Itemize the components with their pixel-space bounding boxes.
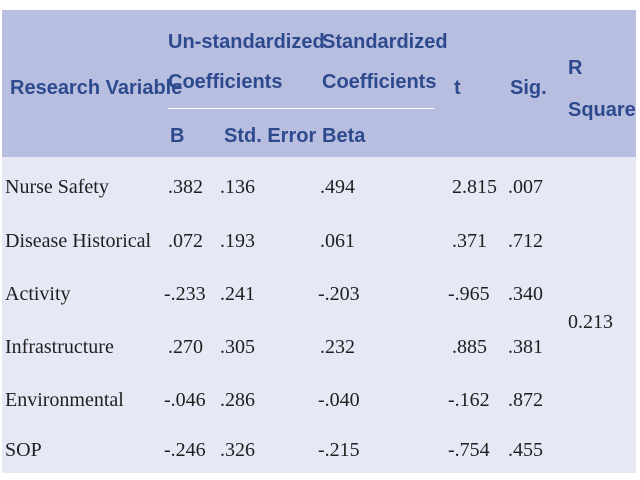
header-sig: Sig. — [510, 77, 547, 99]
cell-std-error: .241 — [220, 283, 255, 305]
cell-std-error: .193 — [220, 230, 255, 252]
cell-std-error: .136 — [220, 176, 255, 198]
cell-variable: Disease Historical — [5, 230, 152, 252]
cell-b: .382 — [168, 176, 203, 198]
header-t: t — [454, 77, 461, 99]
header-r-square-line1: R — [568, 57, 583, 79]
cell-t: .371 — [452, 230, 487, 252]
cell-t: -.162 — [448, 389, 490, 411]
cell-std-error: .286 — [220, 389, 255, 411]
cell-variable: Infrastructure — [5, 336, 114, 358]
header-std-error: Std. Error — [224, 125, 317, 147]
cell-sig: .455 — [508, 439, 543, 461]
cell-beta: .061 — [320, 230, 355, 252]
subheader-divider — [168, 108, 434, 109]
cell-variable: Environmental — [5, 389, 124, 411]
header-unstandardized-line1: Un-standardized — [168, 31, 325, 53]
cell-sig: .340 — [508, 283, 543, 305]
cell-std-error: .305 — [220, 336, 255, 358]
header-beta: Beta — [322, 125, 366, 147]
cell-sig: .381 — [508, 336, 543, 358]
cell-sig: .872 — [508, 389, 543, 411]
header-research-variable: Research Variable — [10, 77, 183, 99]
cell-std-error: .326 — [220, 439, 255, 461]
cell-t: -.965 — [448, 283, 490, 305]
r-square-value: 0.213 — [568, 311, 613, 333]
cell-variable: SOP — [5, 439, 42, 461]
cell-variable: Activity — [5, 283, 71, 305]
table-header: Research Variable Un-standardized Coeffi… — [2, 10, 636, 157]
cell-beta: -.203 — [318, 283, 360, 305]
cell-t: .885 — [452, 336, 487, 358]
regression-table: Research Variable Un-standardized Coeffi… — [2, 10, 636, 473]
header-standardized-line2: Coefficients — [322, 71, 437, 93]
cell-b: .270 — [168, 336, 203, 358]
cell-beta: .232 — [320, 336, 355, 358]
header-unstandardized-line2: Coefficients — [168, 71, 283, 93]
cell-t: -.754 — [448, 439, 490, 461]
cell-b: .072 — [168, 230, 203, 252]
cell-b: -.046 — [164, 389, 206, 411]
header-b: B — [170, 125, 185, 147]
cell-t: 2.815 — [452, 176, 497, 198]
cell-b: -.233 — [164, 283, 206, 305]
cell-beta: -.040 — [318, 389, 360, 411]
header-standardized-line1: Standardized — [322, 31, 448, 53]
cell-sig: .007 — [508, 176, 543, 198]
header-r-square-line2: Square — [568, 99, 636, 121]
cell-variable: Nurse Safety — [5, 176, 109, 198]
cell-b: -.246 — [164, 439, 206, 461]
cell-beta: -.215 — [318, 439, 360, 461]
cell-sig: .712 — [508, 230, 543, 252]
cell-beta: .494 — [320, 176, 355, 198]
